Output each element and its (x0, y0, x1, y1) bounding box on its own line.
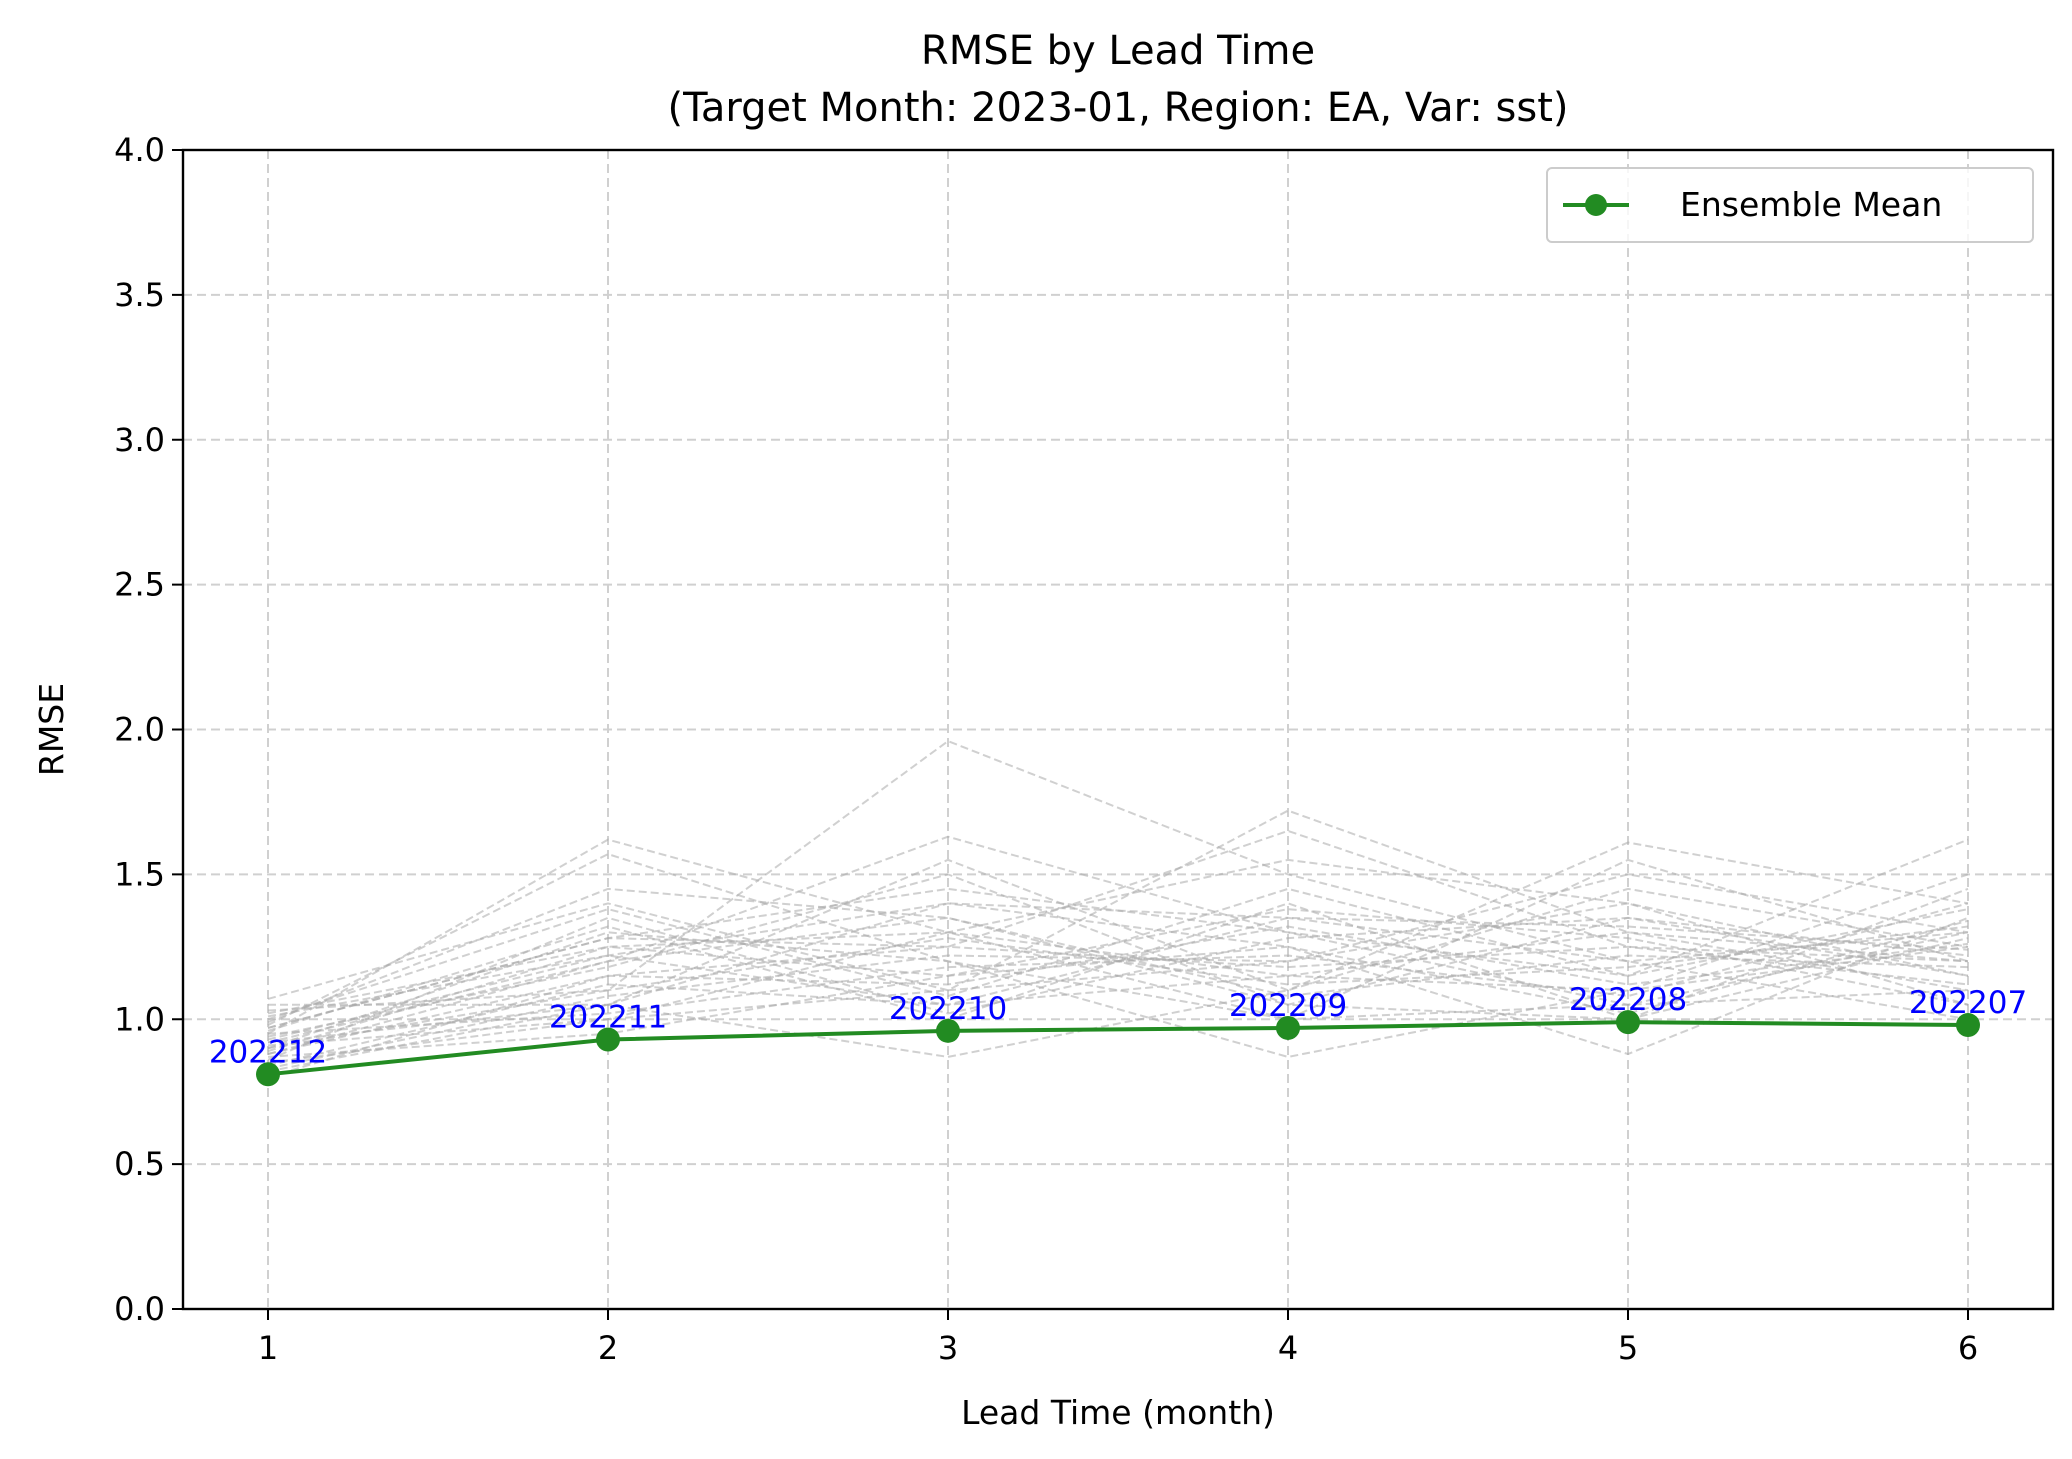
mean-line (267, 1020, 1969, 1077)
member-line (267, 838, 1969, 1035)
point-label: 202209 (1229, 988, 1347, 1024)
ensemble-mean-series (256, 1010, 1980, 1087)
y-tick-label: 2.5 (114, 566, 165, 604)
chart-subtitle: (Target Month: 2023-01, Region: EA, Var:… (667, 85, 1568, 131)
member-line (267, 902, 1969, 1073)
member-line (267, 916, 1969, 1061)
member-line (267, 902, 1969, 1070)
y-tick-label: 1.5 (114, 855, 165, 893)
member-line (267, 916, 1969, 1044)
mean-point (596, 1027, 620, 1052)
member-line (267, 916, 1969, 1018)
legend: Ensemble Mean (1546, 167, 2034, 243)
x-tick-label: 6 (1958, 1329, 1978, 1367)
point-label: 202212 (209, 1034, 327, 1070)
y-tick-label: 0.5 (114, 1145, 165, 1183)
y-tick-label: 4.0 (114, 131, 165, 169)
legend-marker-swatch (1585, 194, 1607, 216)
axis-ticks: 1 2 3 4 5 6 0.0 0.5 1.0 1.5 2.0 2.5 3.0 3.5 4.0 (114, 131, 1978, 1367)
mean-point (1956, 1013, 1980, 1038)
mean-point (1276, 1015, 1300, 1040)
member-line (267, 908, 1969, 1053)
member-line (267, 841, 1969, 1044)
member-line (267, 853, 1969, 1026)
mean-point (256, 1062, 280, 1087)
ensemble-member-lines (267, 739, 1969, 1079)
point-label: 202211 (549, 1000, 667, 1036)
point-annotations: 202212 202211 202210 202209 202208 202207 (209, 982, 2027, 1070)
point-label: 202210 (889, 991, 1007, 1027)
mean-point (936, 1018, 960, 1043)
grid (183, 149, 2053, 1310)
x-axis-label: Lead Time (month) (961, 1393, 1275, 1432)
x-tick-label: 3 (938, 1329, 958, 1367)
y-tick-label: 3.5 (114, 276, 165, 314)
x-tick-label: 4 (1278, 1329, 1298, 1367)
member-line (267, 809, 1969, 1000)
y-tick-label: 2.0 (114, 711, 165, 749)
member-line (267, 873, 1969, 1058)
x-tick-label: 2 (598, 1329, 618, 1367)
mean-point (1616, 1010, 1640, 1035)
y-tick-label: 1.0 (114, 1000, 165, 1038)
legend-label-ensemble-mean: Ensemble Mean (1680, 185, 1942, 224)
member-line (267, 858, 1969, 1015)
point-label: 202207 (1909, 985, 2027, 1021)
y-tick-label: 0.0 (114, 1290, 165, 1328)
legend-box (1546, 167, 2034, 243)
member-line (267, 873, 1969, 1038)
x-tick-label: 5 (1618, 1329, 1638, 1367)
member-line (268, 887, 1969, 1058)
member-line (267, 931, 1969, 1067)
y-axis-label: RMSE (32, 683, 71, 776)
x-tick-label: 1 (258, 1329, 278, 1367)
y-tick-label: 3.0 (114, 421, 165, 459)
member-line (267, 925, 1969, 1055)
point-label: 202208 (1569, 982, 1687, 1018)
chart-title: RMSE by Lead Time (921, 28, 1315, 74)
member-line (267, 937, 1969, 1029)
